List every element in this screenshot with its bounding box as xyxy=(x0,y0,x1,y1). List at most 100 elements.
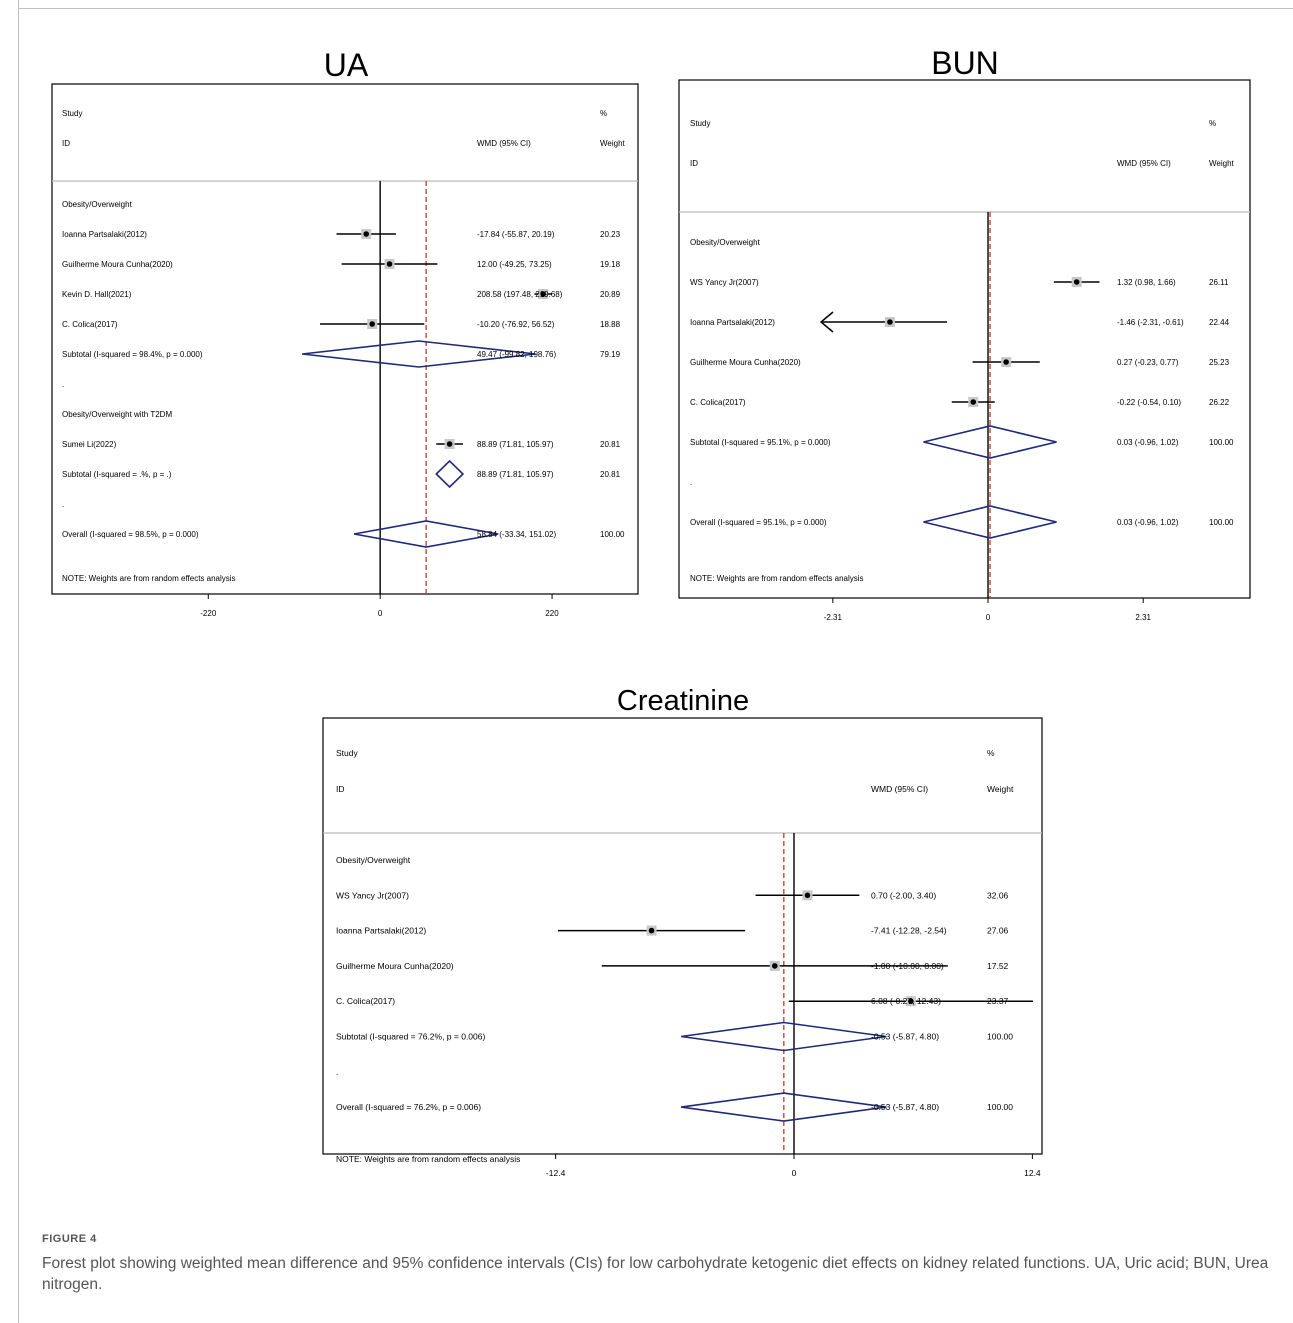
ci-text: -17.84 (-55.87, 20.19) xyxy=(477,230,555,239)
row-label: Guilherme Moura Cunha(2020) xyxy=(690,358,801,367)
weight-text: 18.88 xyxy=(600,320,621,329)
point-estimate xyxy=(540,291,546,297)
ci-text: 0.03 (-0.96, 1.02) xyxy=(1117,518,1179,527)
x-tick-label: -12.4 xyxy=(546,1168,566,1178)
header-study: Study xyxy=(62,109,82,118)
ci-text: 0.03 (-0.96, 1.02) xyxy=(1117,438,1179,447)
weight-text: 27.06 xyxy=(987,926,1009,936)
ci-text: -0.53 (-5.87, 4.80) xyxy=(871,1031,939,1041)
spacer-dot: . xyxy=(62,500,64,509)
footnote: NOTE: Weights are from random effects an… xyxy=(62,574,236,583)
ci-text: 0.70 (-2.00, 3.40) xyxy=(871,890,936,900)
header-study: Study xyxy=(690,119,710,128)
weight-text: 79.19 xyxy=(600,350,621,359)
x-tick-label: -220 xyxy=(200,609,217,618)
ci-text: 12.00 (-49.25, 73.25) xyxy=(477,260,552,269)
ci-text: 6.08 (-0.27, 12.43) xyxy=(871,996,941,1006)
weight-text: 20.81 xyxy=(600,470,621,479)
ci-text: 0.27 (-0.23, 0.77) xyxy=(1117,358,1179,367)
header-percent: % xyxy=(600,109,607,118)
row-label: C. Colica(2017) xyxy=(62,320,118,329)
row-label: Overall (I-squared = 76.2%, p = 0.006) xyxy=(336,1102,481,1112)
footnote: NOTE: Weights are from random effects an… xyxy=(690,574,864,583)
ci-text: -7.41 (-12.28, -2.54) xyxy=(871,926,947,936)
row-label: Ioanna Partsalaki(2012) xyxy=(62,230,147,239)
row-label: Sumei Li(2022) xyxy=(62,440,117,449)
frame-top-border xyxy=(18,8,1293,9)
figure-caption: FIGURE 4 Forest plot showing weighted me… xyxy=(42,1233,1272,1295)
header-id: ID xyxy=(62,139,70,148)
header-weight: Weight xyxy=(600,139,626,148)
x-tick-label: 12.4 xyxy=(1024,1168,1041,1178)
point-estimate xyxy=(804,892,811,899)
row-label: Overall (I-squared = 98.5%, p = 0.000) xyxy=(62,530,199,539)
weight-text: 19.18 xyxy=(600,260,621,269)
header-study: Study xyxy=(336,748,358,758)
row-label: Guilherme Moura Cunha(2020) xyxy=(62,260,173,269)
point-estimate xyxy=(970,399,977,405)
row-label: Subtotal (I-squared = 76.2%, p = 0.006) xyxy=(336,1031,485,1041)
weight-text: 100.00 xyxy=(987,1102,1013,1112)
weight-text: 20.23 xyxy=(600,230,621,239)
ci-text: 1.32 (0.98, 1.66) xyxy=(1117,278,1176,287)
row-label: Subtotal (I-squared = 98.4%, p = 0.000) xyxy=(62,350,203,359)
point-estimate xyxy=(386,261,393,267)
figure-label: FIGURE 4 xyxy=(42,1233,97,1245)
point-estimate xyxy=(446,441,453,447)
row-label: Guilherme Moura Cunha(2020) xyxy=(336,961,454,971)
weight-text: 32.06 xyxy=(987,890,1009,900)
header-percent: % xyxy=(1209,119,1216,128)
row-label: Ioanna Partsalaki(2012) xyxy=(690,318,775,327)
x-tick-label: -2.31 xyxy=(824,613,843,622)
ci-text: 88.89 (71.81, 105.97) xyxy=(477,440,554,449)
weight-text: 20.89 xyxy=(600,290,621,299)
row-label: WS Yancy Jr(2007) xyxy=(690,278,759,287)
weight-text: 26.11 xyxy=(1209,278,1229,287)
pooled-diamond xyxy=(923,425,1057,459)
pooled-diamond xyxy=(353,520,499,548)
point-estimate xyxy=(648,927,655,934)
ci-text: -1.00 (-10.00, 8.00) xyxy=(871,961,944,971)
weight-text: 20.81 xyxy=(600,440,621,449)
header-weight: Weight xyxy=(987,784,1014,794)
chart-title: Creatinine xyxy=(617,685,749,717)
x-tick-label: 220 xyxy=(545,609,559,618)
pooled-diamond xyxy=(302,340,536,368)
point-estimate xyxy=(369,321,375,327)
pooled-diamond xyxy=(435,459,465,489)
spacer-dot: . xyxy=(62,380,64,389)
weight-text: 25.23 xyxy=(1209,358,1230,367)
point-estimate xyxy=(887,319,893,325)
forest-plot-bun: BUN Study ID WMD (95% CI)% Weight Obesity/Ove… xyxy=(678,45,1251,622)
chart-title: UA xyxy=(324,47,369,83)
ci-text: -0.53 (-5.87, 4.80) xyxy=(871,1102,939,1112)
header-percent: % xyxy=(987,748,995,758)
weight-text: 100.00 xyxy=(987,1031,1013,1041)
weight-text: 100.00 xyxy=(1209,518,1234,527)
header-weight: Weight xyxy=(1209,159,1235,168)
forest-plot-ua: UA Study ID WMD (95% CI)% Weight Obesity/Over… xyxy=(51,47,639,618)
row-label: Subtotal (I-squared = 95.1%, p = 0.000) xyxy=(690,438,831,447)
frame-left-border xyxy=(18,0,19,1323)
group-label: Obesity/Overweight xyxy=(336,855,411,865)
header-effect: WMD (95% CI) xyxy=(871,784,928,794)
footnote: NOTE: Weights are from random effects an… xyxy=(336,1154,520,1164)
ci-text: -1.46 (-2.31, -0.61) xyxy=(1117,318,1184,327)
plot-frame xyxy=(678,79,1251,599)
point-estimate xyxy=(908,998,914,1004)
ci-text: 58.84 (-33.34, 151.02) xyxy=(477,530,557,539)
ci-text: 49.47 (-99.82, 198.76) xyxy=(477,350,557,359)
x-tick-label: 0 xyxy=(792,1168,797,1178)
pooled-diamond xyxy=(681,1021,887,1052)
row-label: Overall (I-squared = 95.1%, p = 0.000) xyxy=(690,518,827,527)
weight-text: 17.52 xyxy=(987,961,1009,971)
row-label: C. Colica(2017) xyxy=(336,996,395,1006)
point-estimate xyxy=(1003,359,1009,365)
header-effect: WMD (95% CI) xyxy=(1117,159,1171,168)
x-tick-label: 2.31 xyxy=(1135,613,1151,622)
row-label: Ioanna Partsalaki(2012) xyxy=(336,926,426,936)
row-label: Kevin D. Hall(2021) xyxy=(62,290,132,299)
header-id: ID xyxy=(336,784,345,794)
point-estimate xyxy=(771,963,778,969)
ci-text: 88.89 (71.81, 105.97) xyxy=(477,470,554,479)
